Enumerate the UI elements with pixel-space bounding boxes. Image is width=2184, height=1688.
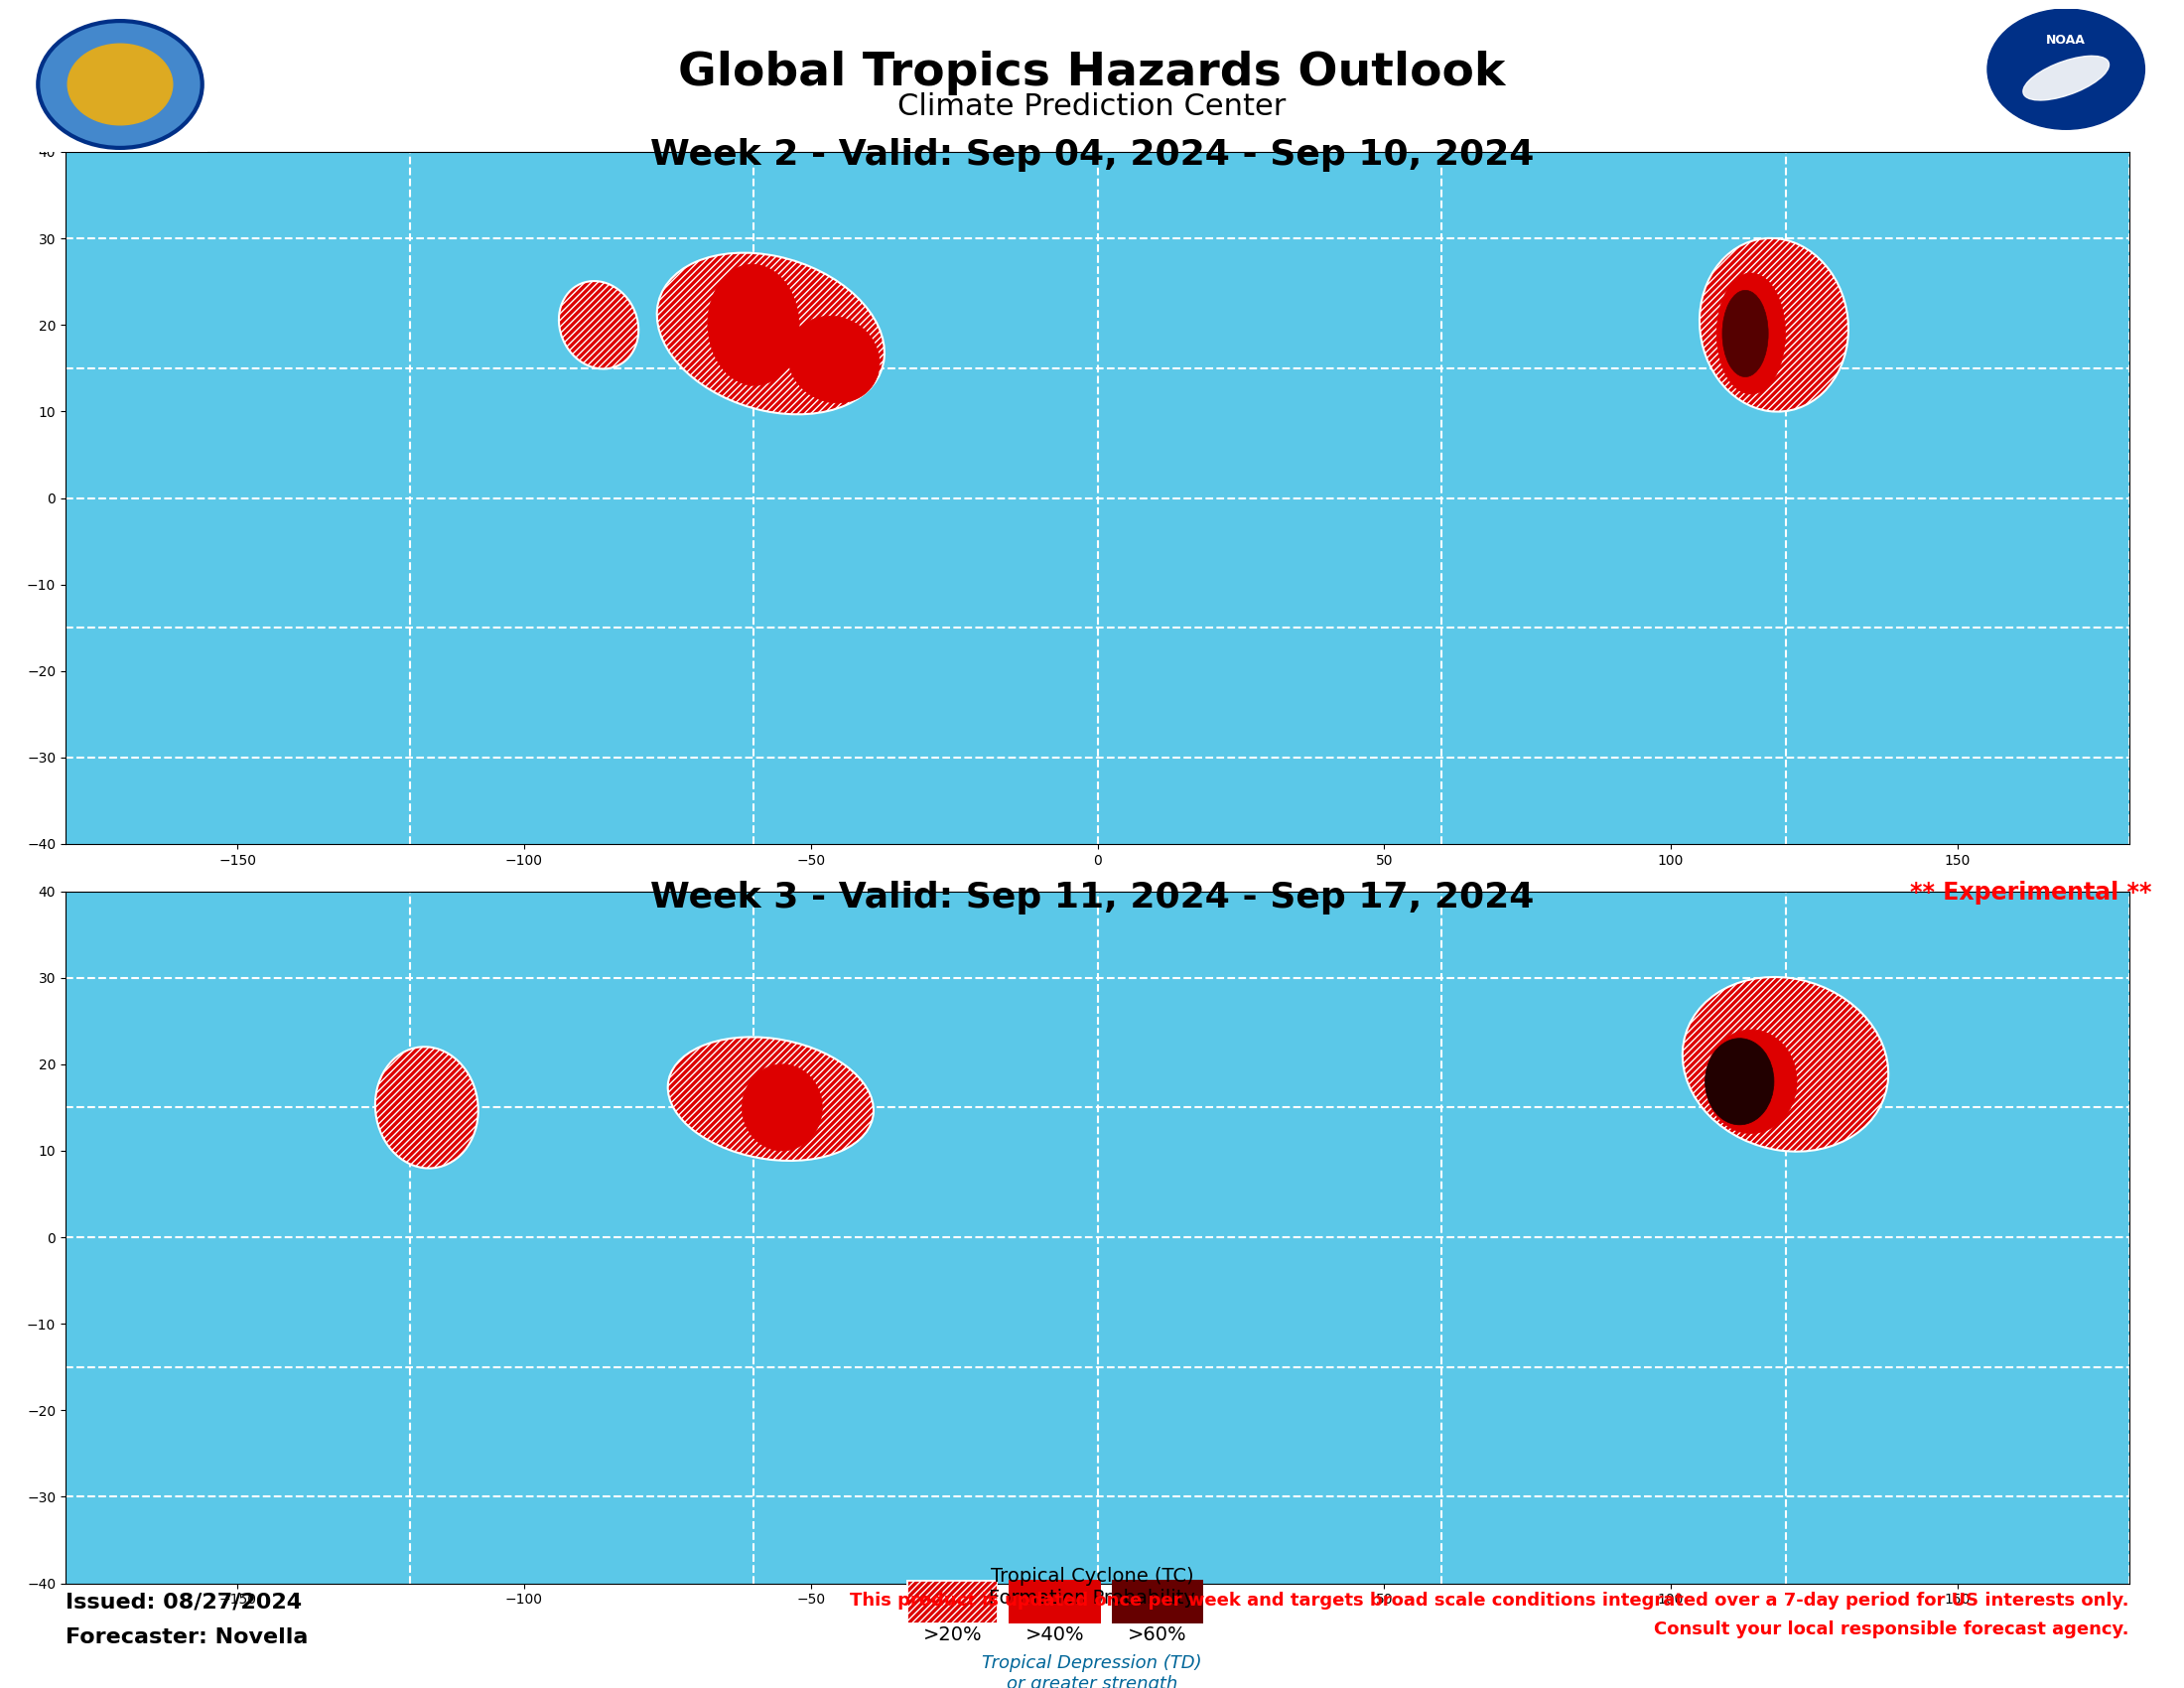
Ellipse shape	[657, 253, 885, 414]
Text: >20%: >20%	[922, 1626, 983, 1644]
Text: NOAA: NOAA	[2046, 34, 2086, 47]
Ellipse shape	[376, 1047, 478, 1168]
Text: This product is updated once per week and targets broad scale conditions integra: This product is updated once per week an…	[850, 1592, 2129, 1610]
Circle shape	[68, 44, 173, 125]
Ellipse shape	[1706, 1030, 1797, 1134]
Ellipse shape	[1682, 977, 1889, 1151]
Ellipse shape	[1987, 8, 2145, 130]
Text: Week 2 - Valid: Sep 04, 2024 - Sep 10, 2024: Week 2 - Valid: Sep 04, 2024 - Sep 10, 2…	[651, 138, 1533, 172]
Ellipse shape	[1699, 238, 1848, 412]
Text: Tropical Depression (TD)
or greater strength: Tropical Depression (TD) or greater stre…	[983, 1654, 1201, 1688]
Ellipse shape	[708, 265, 799, 385]
Ellipse shape	[2022, 56, 2110, 100]
Text: >40%: >40%	[1024, 1626, 1085, 1644]
Ellipse shape	[788, 316, 880, 403]
Text: ** Experimental **: ** Experimental **	[1909, 881, 2151, 905]
Ellipse shape	[668, 1036, 874, 1161]
Ellipse shape	[1723, 290, 1769, 376]
Text: Tropical Cyclone (TC)
Formation Probability: Tropical Cyclone (TC) Formation Probabil…	[989, 1566, 1195, 1607]
Text: Consult your local responsible forecast agency.: Consult your local responsible forecast …	[1655, 1620, 2129, 1639]
Circle shape	[37, 20, 203, 149]
Text: >60%: >60%	[1127, 1626, 1188, 1644]
Ellipse shape	[559, 282, 638, 368]
Text: Climate Prediction Center: Climate Prediction Center	[898, 93, 1286, 122]
Text: Issued: 08/27/2024: Issued: 08/27/2024	[66, 1592, 301, 1612]
Ellipse shape	[1717, 273, 1787, 395]
Text: Week 3 - Valid: Sep 11, 2024 - Sep 17, 2024: Week 3 - Valid: Sep 11, 2024 - Sep 17, 2…	[651, 881, 1533, 915]
Text: Forecaster: Novella: Forecaster: Novella	[66, 1627, 308, 1647]
Ellipse shape	[1706, 1038, 1773, 1124]
Ellipse shape	[743, 1065, 821, 1151]
Text: Global Tropics Hazards Outlook: Global Tropics Hazards Outlook	[679, 51, 1505, 95]
